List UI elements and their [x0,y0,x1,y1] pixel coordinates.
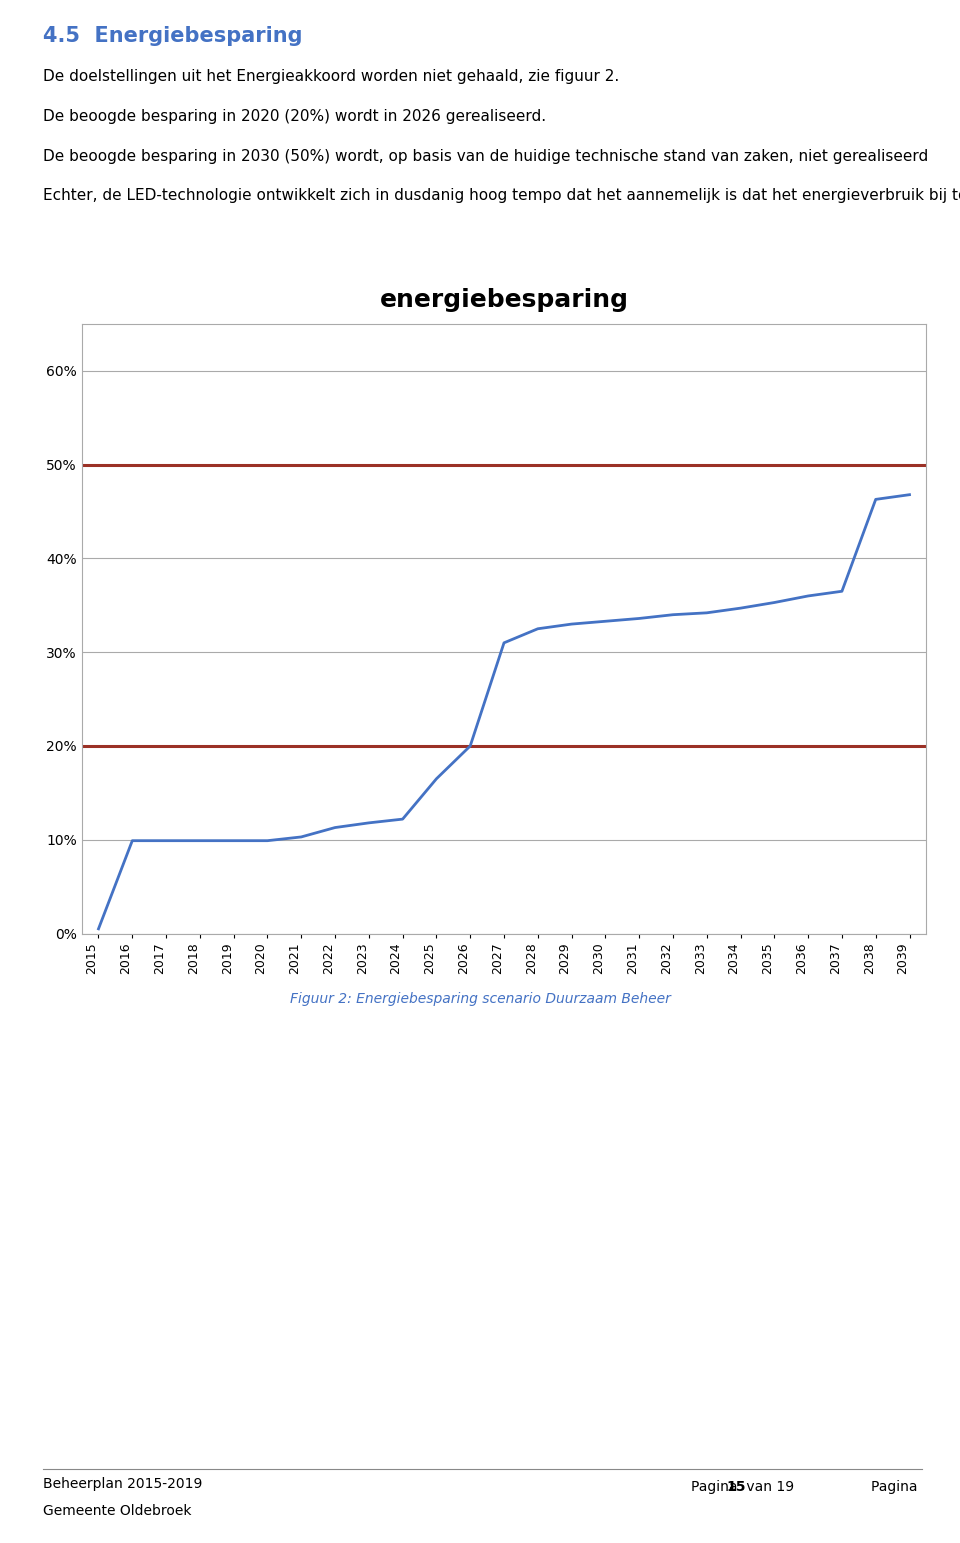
Text: Pagina: Pagina [871,1480,922,1495]
Text: De beoogde besparing in 2020 (20%) wordt in 2026 gerealiseerd.: De beoogde besparing in 2020 (20%) wordt… [43,110,546,123]
Text: De beoogde besparing in 2030 (50%) wordt, op basis van de huidige technische sta: De beoogde besparing in 2030 (50%) wordt… [43,148,928,164]
Text: van 19: van 19 [742,1480,794,1495]
Text: Beheerplan 2015-2019: Beheerplan 2015-2019 [43,1477,203,1491]
Text: Figuur 2: Energiebesparing scenario Duurzaam Beheer: Figuur 2: Energiebesparing scenario Duur… [290,992,670,1006]
Text: Pagina: Pagina [691,1480,742,1495]
Title: energiebesparing: energiebesparing [379,289,629,312]
Text: Gemeente Oldebroek: Gemeente Oldebroek [43,1504,192,1518]
Text: 15: 15 [727,1480,746,1495]
Text: De doelstellingen uit het Energieakkoord worden niet gehaald, zie figuur 2.: De doelstellingen uit het Energieakkoord… [43,69,619,85]
Text: Echter, de LED-technologie ontwikkelt zich in dusdanig hoog tempo dat het aannem: Echter, de LED-technologie ontwikkelt zi… [43,188,960,204]
Text: 4.5  Energiebesparing: 4.5 Energiebesparing [43,26,302,46]
